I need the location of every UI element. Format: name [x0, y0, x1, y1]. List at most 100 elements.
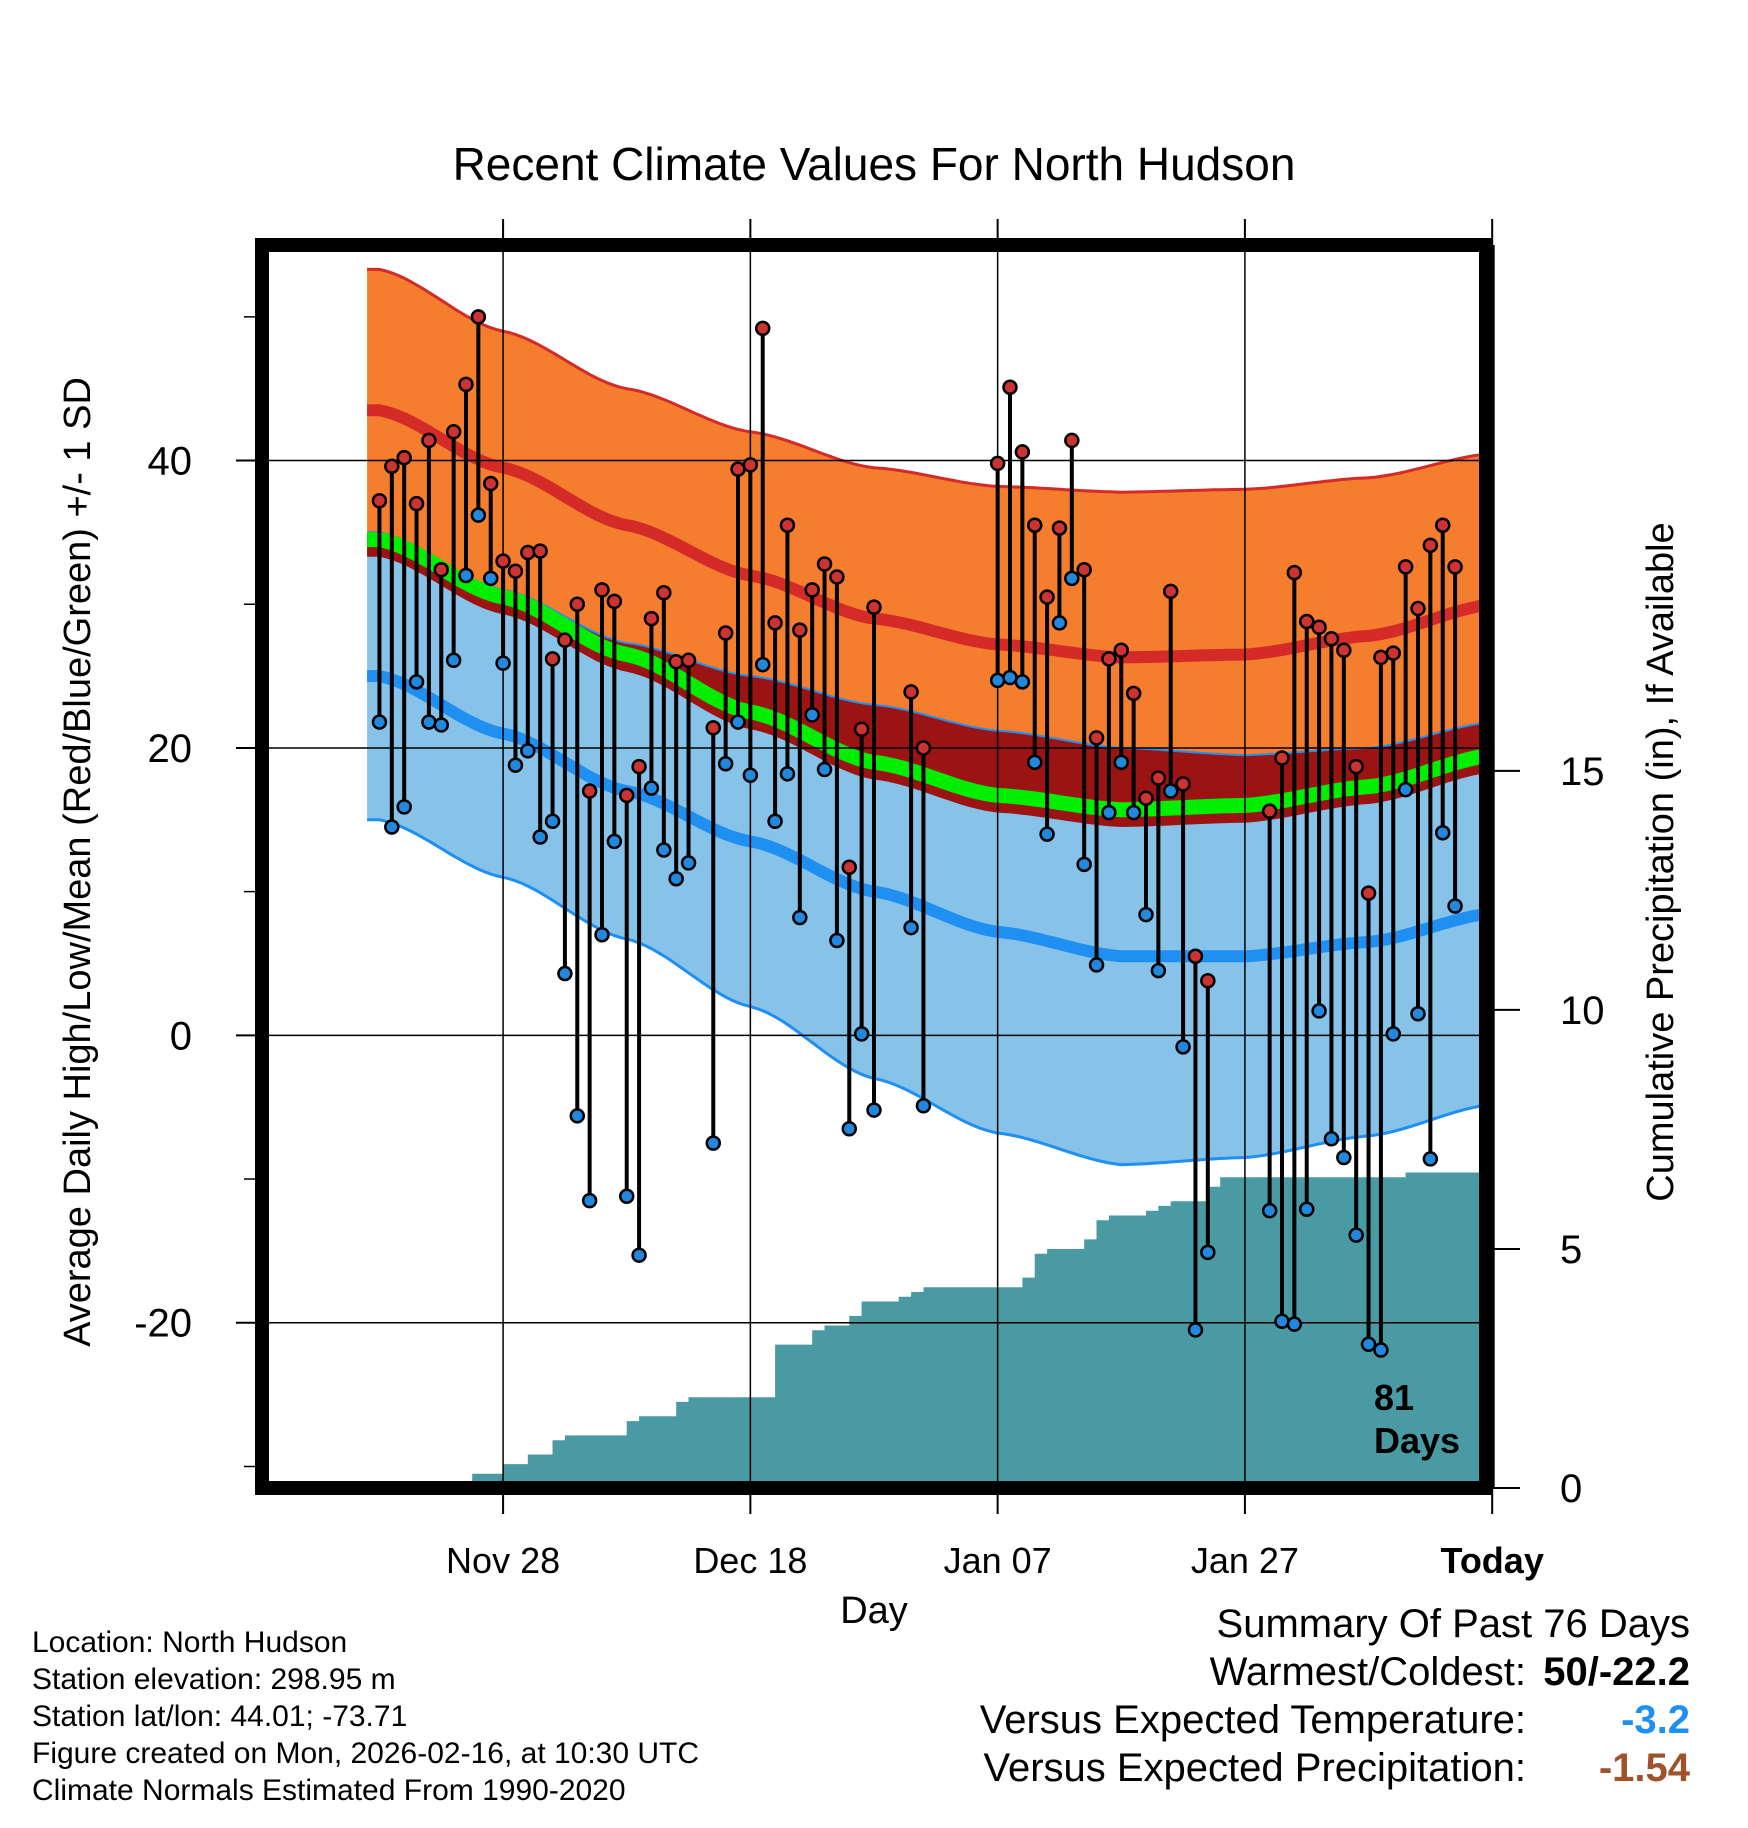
high-point-4: [421, 432, 437, 449]
low-lower-edge: [367, 818, 1486, 1167]
low-point-3: [408, 674, 425, 690]
high-point-44: [915, 740, 932, 756]
low-point-22: [643, 780, 660, 796]
plot-area: [262, 245, 1486, 1488]
low-point-31: [754, 656, 771, 673]
low-point-84: [1410, 1006, 1426, 1022]
high-point-84: [1410, 600, 1426, 617]
info-location: Location: North Hudson: [32, 1626, 348, 1659]
low-point-33: [779, 766, 796, 782]
low-point-12: [520, 743, 536, 759]
summary-warmest-row: Warmest/Coldest: 50/-22.2: [980, 1648, 1690, 1696]
high-point-9: [482, 475, 499, 492]
y-tick-label-0: 40: [148, 440, 193, 484]
high-point-25: [680, 652, 697, 669]
x-tick-label-3: Jan 27: [1191, 1540, 1299, 1581]
high-point-30: [742, 457, 759, 473]
low-point-16: [569, 1108, 586, 1124]
high-point-55: [1051, 520, 1068, 536]
high-point-54: [1039, 589, 1055, 605]
low-point-27: [705, 1135, 722, 1151]
x-axis-label: Day: [840, 1590, 908, 1632]
low-point-29: [730, 714, 746, 730]
high-point-40: [866, 599, 882, 615]
low-point-50: [989, 672, 1006, 689]
low-point-19: [606, 833, 623, 850]
high-point-33: [779, 517, 796, 533]
high-point-52: [1014, 444, 1031, 460]
high-point-11: [507, 563, 524, 579]
high-point-34: [792, 622, 808, 638]
low-point-65: [1175, 1039, 1191, 1055]
high-point-36: [816, 556, 833, 572]
low-point-30: [742, 767, 759, 784]
low-point-23: [656, 842, 672, 858]
high-point-6: [445, 424, 462, 440]
low-point-85: [1422, 1151, 1439, 1167]
high-point-12: [520, 544, 536, 561]
high-point-81: [1373, 649, 1389, 666]
high-point-13: [532, 543, 548, 559]
low-point-6: [445, 652, 462, 669]
low-point-7: [458, 567, 474, 584]
station-info: Location: North Hudson Station elevation…: [32, 1624, 699, 1809]
high-point-32: [767, 615, 783, 631]
high-point-3: [408, 495, 425, 512]
low-point-80: [1360, 1336, 1377, 1353]
high-point-77: [1323, 630, 1340, 647]
observations: [371, 309, 1463, 1358]
y2-tick-label-2: 5: [1560, 1228, 1582, 1272]
high-point-66: [1187, 948, 1204, 965]
high-point-62: [1138, 790, 1154, 806]
high-normal-line: [367, 404, 1486, 664]
low-point-14: [544, 813, 561, 829]
info-normals: Climate Normals Estimated From 1990-2020: [32, 1774, 626, 1807]
low-point-8: [470, 507, 487, 523]
high-point-85: [1422, 537, 1439, 554]
high-point-21: [631, 758, 647, 775]
info-latlon: Station lat/lon: 44.01; -73.71: [32, 1700, 408, 1733]
low-point-58: [1088, 957, 1105, 973]
y2-tick-label-0: 15: [1560, 750, 1605, 794]
low-point-10: [495, 655, 511, 671]
high-point-29: [730, 461, 746, 477]
high-point-10: [495, 553, 511, 569]
high-point-87: [1447, 559, 1463, 575]
window-label-days-word: Days: [1374, 1420, 1460, 1461]
high-point-38: [841, 859, 858, 875]
low-point-56: [1064, 570, 1080, 587]
low-point-20: [618, 1188, 635, 1205]
high-point-15: [557, 632, 573, 648]
summary-precip-row: Versus Expected Precipitation: -1.54: [980, 1744, 1690, 1792]
low-point-5: [433, 717, 450, 733]
plot-frame: [255, 238, 1493, 1495]
y-tick-label-1: 20: [148, 727, 193, 771]
low-point-37: [829, 932, 845, 949]
mean-normal-line: [367, 532, 1486, 818]
low-point-38: [841, 1121, 858, 1137]
low-point-74: [1286, 1316, 1303, 1332]
low-point-44: [915, 1098, 932, 1114]
low-point-79: [1348, 1227, 1364, 1243]
low-upper-edge: [367, 531, 1486, 757]
low-point-24: [668, 870, 684, 887]
high-point-58: [1088, 730, 1105, 746]
low-point-72: [1261, 1202, 1278, 1219]
high-point-19: [606, 593, 623, 610]
high-point-43: [903, 684, 919, 700]
low-point-21: [631, 1247, 647, 1263]
low-point-43: [903, 919, 919, 936]
x-tick-label-2: Jan 07: [944, 1540, 1052, 1581]
high-point-14: [544, 651, 561, 667]
info-elevation: Station elevation: 298.95 m: [32, 1663, 396, 1696]
high-point-17: [581, 783, 598, 799]
low-point-67: [1200, 1244, 1216, 1261]
high-point-64: [1162, 583, 1179, 600]
high-point-63: [1150, 770, 1167, 786]
high-point-61: [1125, 685, 1142, 702]
high-point-0: [371, 493, 388, 509]
low-point-66: [1187, 1322, 1204, 1338]
low-point-81: [1373, 1342, 1389, 1358]
high-point-22: [643, 610, 660, 627]
summary-warmest-value: 50/-22.2: [1543, 1650, 1690, 1694]
